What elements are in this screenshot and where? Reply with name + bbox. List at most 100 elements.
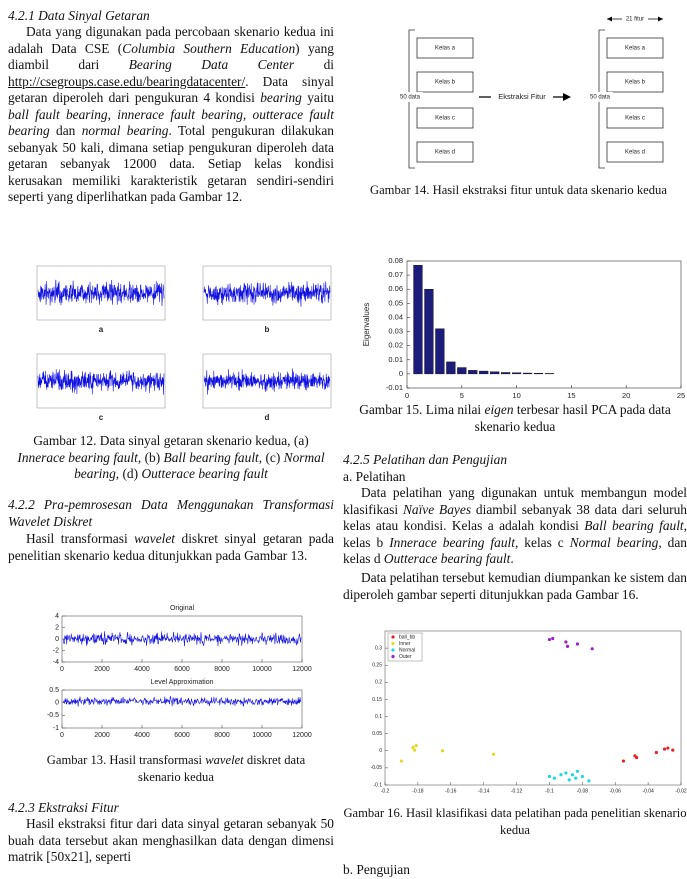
x-tick-label: 6000 <box>174 732 190 739</box>
figure-caption: Gambar 15. Lima nilai eigen terbesar has… <box>343 402 687 435</box>
x-tick-label: -0.04 <box>642 788 654 794</box>
class-label: Kelas b <box>435 80 456 86</box>
text: Naïve Bayes <box>403 502 471 517</box>
legend-label: Inner <box>399 641 411 647</box>
count-label: 50 data <box>400 95 421 101</box>
text: yaitu <box>302 90 334 105</box>
x-tick-label: -0.08 <box>577 788 589 794</box>
y-tick-label: 0.01 <box>388 355 403 364</box>
y-tick-label: 4 <box>55 613 59 620</box>
x-tick-label: -0.12 <box>511 788 523 794</box>
scatter-point <box>655 751 658 754</box>
class-label: Kelas a <box>625 46 646 52</box>
axis-label: Eigenvalues <box>362 303 371 347</box>
scatter-point <box>663 747 666 750</box>
y-tick-label: 0.03 <box>388 327 403 336</box>
y-tick-label: -0.5 <box>47 712 59 719</box>
y-tick-label: 0.06 <box>388 284 403 293</box>
y-tick-label: -0.01 <box>386 383 403 392</box>
y-tick-label: 0.1 <box>375 714 382 720</box>
section-heading: 4.2.5 Pelatihan dan Pengujian <box>343 452 687 469</box>
y-tick-label: 0 <box>379 748 382 754</box>
figure-caption: Gambar 14. Hasil ekstraksi fitur untuk d… <box>370 182 687 199</box>
scatter-point <box>566 645 569 648</box>
bar <box>512 373 521 374</box>
text: , (d) <box>116 466 142 481</box>
text: Gambar 13. Hasil transformasi <box>47 753 205 767</box>
bar <box>501 372 510 373</box>
y-tick-label: 0.2 <box>375 680 382 686</box>
text: di <box>294 57 334 72</box>
y-tick-label: -1 <box>53 725 59 732</box>
count-label: 50 data <box>590 95 611 101</box>
text: , <box>243 107 253 122</box>
paragraph: Hasil transformasi wavelet diskret sinya… <box>8 531 334 564</box>
subfigure-label: a <box>99 325 104 334</box>
scatter-point <box>492 753 495 756</box>
plot-title: Original <box>170 605 195 612</box>
x-tick-label: 10000 <box>252 666 272 673</box>
y-tick-label: 0.25 <box>372 663 382 669</box>
scatter-point <box>564 771 567 774</box>
legend-label: Normal <box>399 647 415 653</box>
x-tick-label: -0.02 <box>675 788 687 794</box>
paragraph: Data pelatihan tersebut kemudian diumpan… <box>343 570 687 603</box>
x-tick-label: 4000 <box>134 666 150 673</box>
text: , <box>108 107 118 122</box>
x-tick-label: 6000 <box>174 666 190 673</box>
scatter-point <box>571 773 574 776</box>
scatter-point <box>576 642 579 645</box>
text: Outterace bearing fault <box>141 466 267 481</box>
x-tick-label: 15 <box>567 391 575 400</box>
scatter-point <box>415 744 418 747</box>
y-tick-label: 0.15 <box>372 697 382 703</box>
figure-caption: Gambar 16. Hasil klasifikasi data pelati… <box>343 805 687 838</box>
scatter-point <box>574 777 577 780</box>
bar <box>435 329 444 374</box>
x-tick-label: 2000 <box>94 666 110 673</box>
section-heading: 4.2.3 Ekstraksi Fitur <box>8 800 334 817</box>
x-tick-label: -0.18 <box>412 788 424 794</box>
y-tick-label: -4 <box>53 659 59 666</box>
section-heading: 4.2.1 Data Sinyal Getaran <box>8 8 334 25</box>
bar <box>457 368 466 374</box>
legend-marker <box>391 655 394 658</box>
scatter-point <box>581 775 584 778</box>
section-heading: 4.2.2 Pra-pemrosesan Data Menggunakan Tr… <box>8 497 334 530</box>
x-tick-label: 5 <box>460 391 464 400</box>
x-tick-label: 8000 <box>214 666 230 673</box>
x-tick-label: -0.2 <box>381 788 390 794</box>
class-label: Kelas c <box>435 116 455 122</box>
scatter-point <box>568 778 571 781</box>
scatter-point <box>587 779 590 782</box>
x-tick-label: 12000 <box>292 666 312 673</box>
subheading: b. Pengujian <box>343 862 687 879</box>
figure-caption: Gambar 12. Data sinyal getaran skenario … <box>14 433 328 483</box>
y-tick-label: -2 <box>53 647 59 654</box>
class-label: Kelas d <box>435 150 455 156</box>
arrow-head <box>563 93 571 101</box>
scatter-point <box>400 759 403 762</box>
text: eigen <box>485 402 514 417</box>
feature-label: 21 fitur <box>626 17 644 23</box>
x-tick-label: 4000 <box>134 732 150 739</box>
text: innerace fault bearing <box>117 107 243 122</box>
text: normal bearing <box>82 123 169 138</box>
legend-marker <box>391 635 394 638</box>
y-tick-label: 0.02 <box>388 341 403 350</box>
plot-frame <box>62 690 302 728</box>
plot-title: Level Approximation <box>150 679 213 686</box>
plot-frame <box>385 631 681 785</box>
text: , (b) <box>138 450 164 465</box>
class-label: Kelas d <box>625 150 645 156</box>
scatter-point <box>553 777 556 780</box>
x-tick-label: 20 <box>622 391 630 400</box>
x-tick-label: 0 <box>405 391 409 400</box>
link[interactable]: http://csegroups.case.edu/bearingdatacen… <box>8 74 245 89</box>
text: , (c) <box>259 450 284 465</box>
text: wavelet <box>205 753 243 767</box>
class-label: Kelas b <box>625 80 646 86</box>
subfigure-label: b <box>265 325 270 334</box>
